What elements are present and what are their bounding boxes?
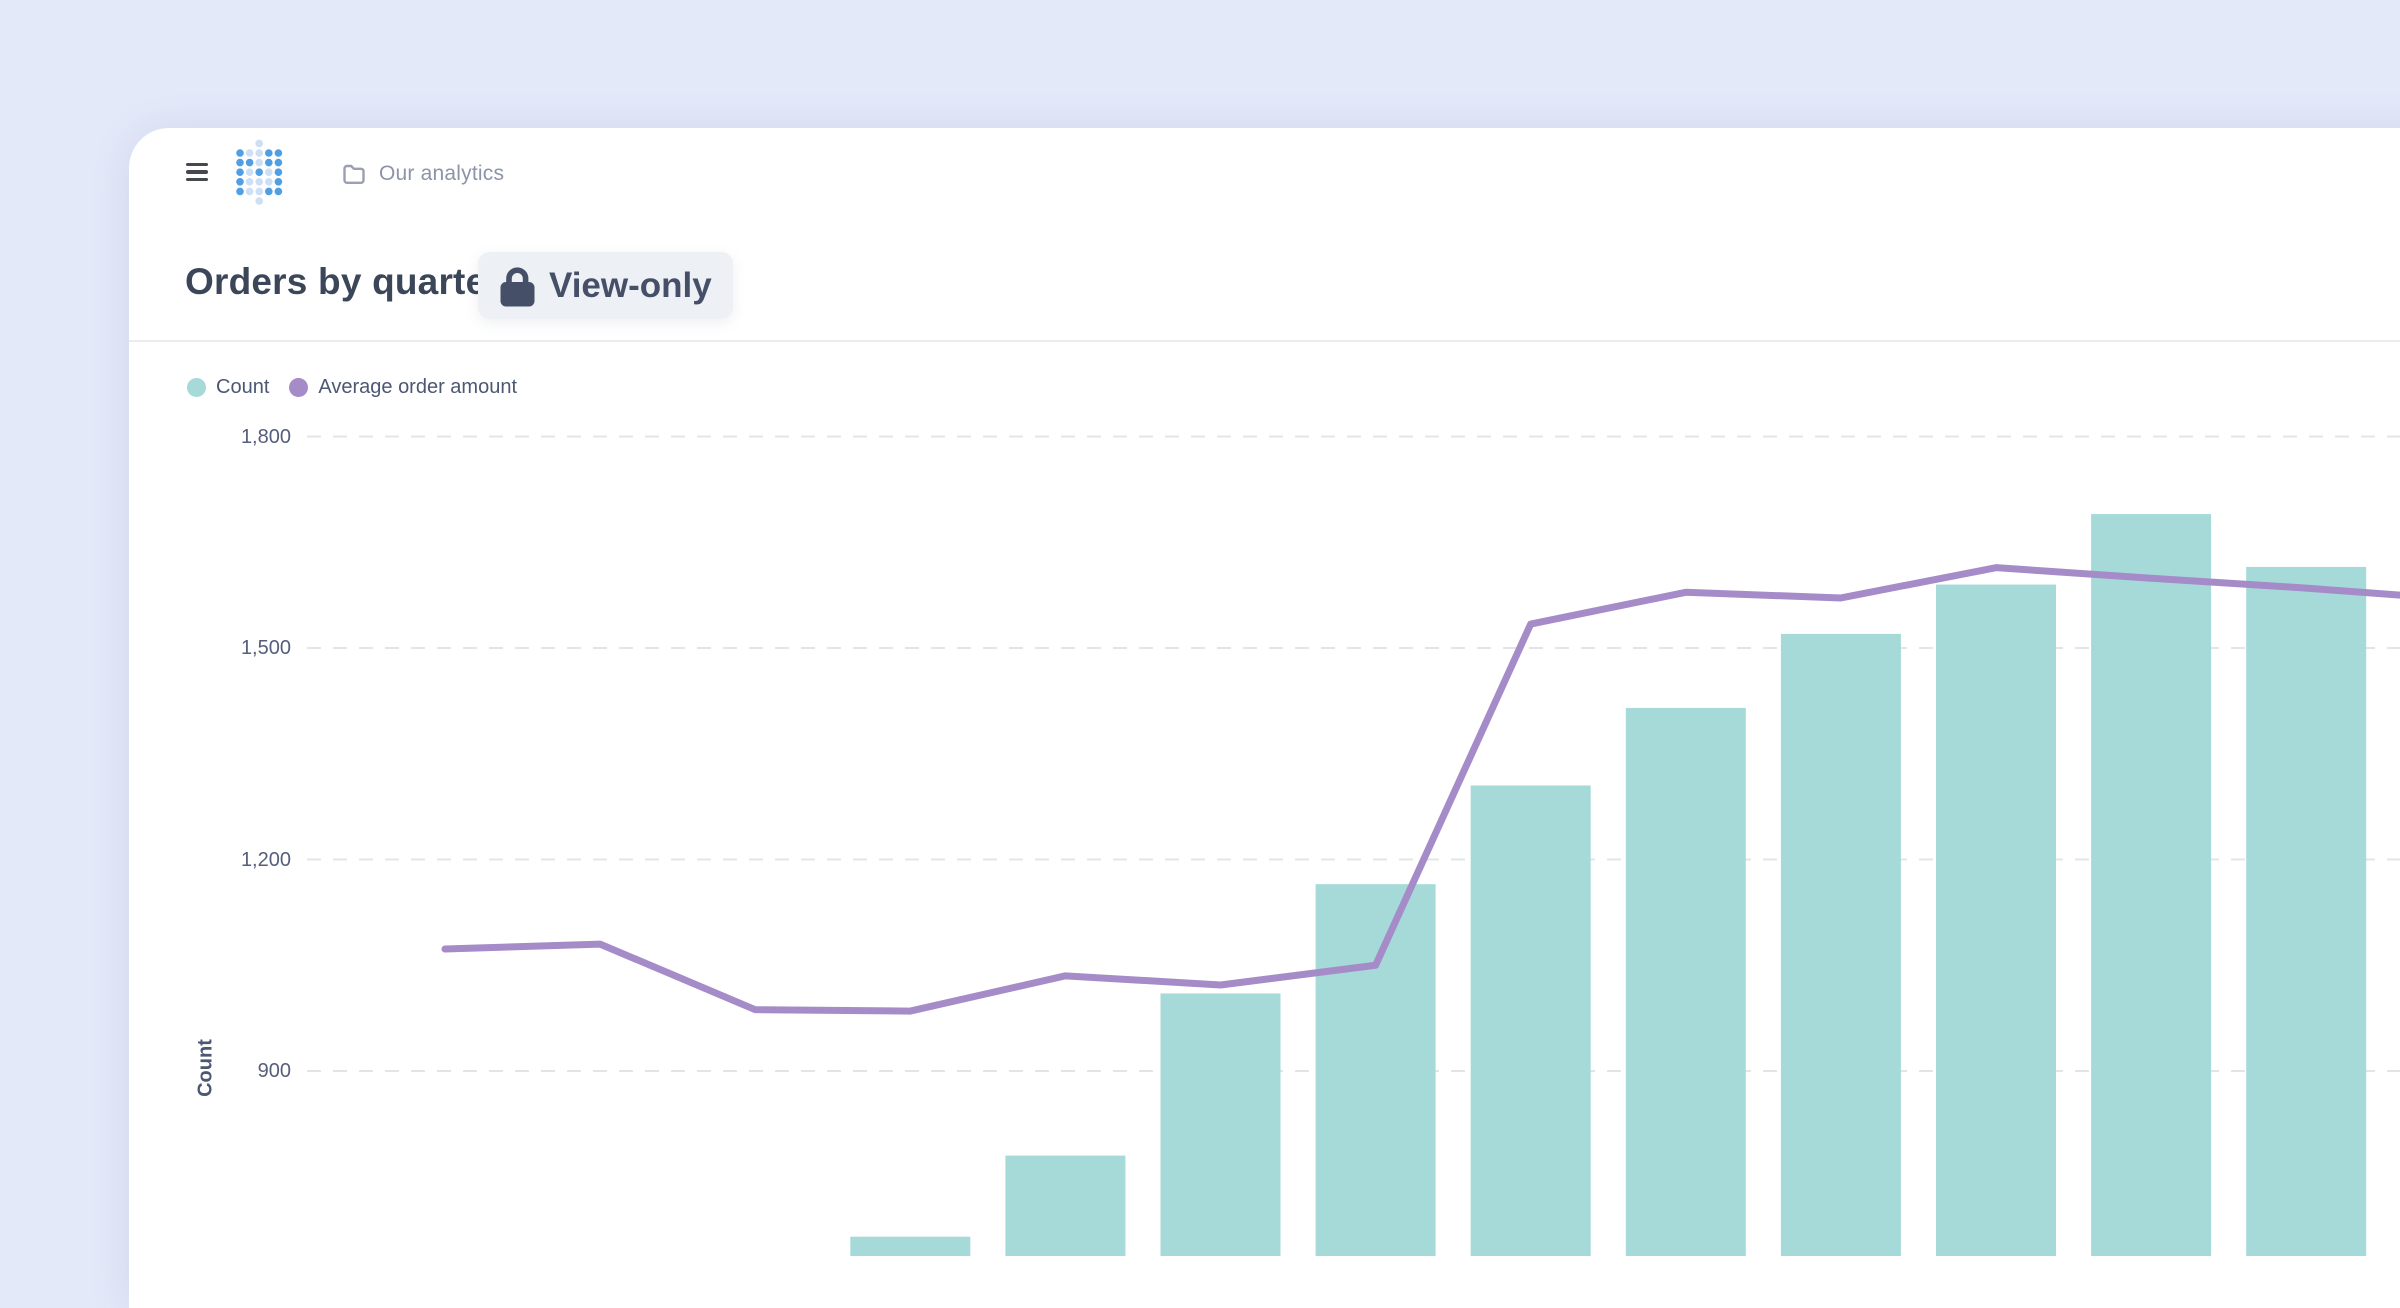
page-title: Orders by quarter <box>185 261 501 302</box>
lock-icon <box>500 266 535 306</box>
y-tick-label: 900 <box>257 1060 291 1082</box>
bar-count[interactable] <box>1470 785 1591 1256</box>
hamburger-menu-button[interactable] <box>186 163 208 185</box>
legend-item[interactable]: Average order amount <box>289 376 517 399</box>
line-average-order-amount[interactable] <box>441 564 2400 1015</box>
folder-icon <box>343 164 365 184</box>
view-only-badge-label: View-only <box>549 265 712 305</box>
y-tick-label: 1,500 <box>240 637 291 659</box>
legend-item[interactable]: Count <box>187 376 269 399</box>
bar-count[interactable] <box>1315 884 1436 1256</box>
metabase-logo[interactable] <box>236 139 283 206</box>
chart-legend: Count Average order amount <box>187 376 537 399</box>
header-divider <box>129 340 2400 342</box>
breadcrumb[interactable]: Our analytics <box>342 160 504 188</box>
legend-dot <box>289 378 309 397</box>
y-axis-title: Count <box>194 1039 217 1097</box>
legend-label: Average order amount <box>318 376 518 398</box>
y-tick-label: 1,200 <box>240 848 291 871</box>
bar-count[interactable] <box>1005 1155 1126 1256</box>
bar-count[interactable] <box>1625 707 1746 1256</box>
bar-count[interactable] <box>2246 566 2367 1256</box>
y-tick-label: 1,800 <box>240 425 291 448</box>
hamburger-bar <box>186 163 208 167</box>
bar-count[interactable] <box>1160 993 1281 1256</box>
hamburger-bar <box>186 170 208 174</box>
bar-count[interactable] <box>2091 514 2212 1256</box>
hamburger-bar <box>186 177 208 182</box>
legend-dot <box>187 378 206 397</box>
bar-count[interactable] <box>1936 584 2056 1256</box>
combo-chart[interactable] <box>0 0 2400 1256</box>
legend-label: Count <box>216 376 270 398</box>
bar-count[interactable] <box>850 1236 971 1256</box>
breadcrumb-label[interactable]: Our analytics <box>379 162 505 185</box>
view-only-badge: View-only <box>478 252 733 319</box>
bar-count[interactable] <box>1780 633 1901 1256</box>
metabase-logo-dots <box>236 139 283 205</box>
